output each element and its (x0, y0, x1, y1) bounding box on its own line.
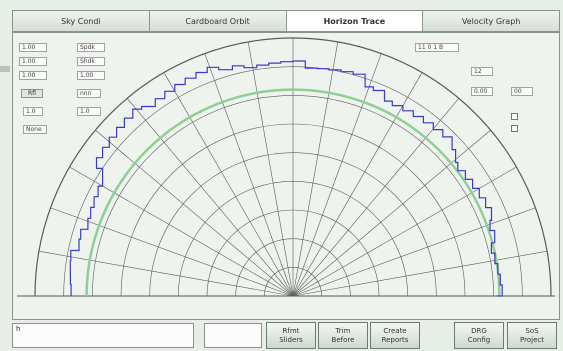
param-field-6[interactable]: 1.00 (77, 71, 105, 80)
drg-config-button[interactable]: DRG Config (454, 322, 504, 349)
right-field-2[interactable]: 12 (471, 67, 493, 76)
grid-radial (163, 72, 294, 297)
reformat-sliders-button[interactable]: Rfmt Sliders (266, 322, 316, 349)
create-reports-button[interactable]: Create Reports (370, 322, 420, 349)
polar-grid (17, 37, 555, 297)
sos-project-button[interactable]: SoS Project (507, 322, 557, 349)
bottom-toolbar: h Rfmt Sliders Trim Before Create Report… (12, 322, 560, 349)
tab-velocity-graph[interactable]: Velocity Graph (423, 11, 559, 31)
param-field-c[interactable]: 1.0 (77, 107, 101, 116)
trim-before-button[interactable]: Trim Before (318, 322, 368, 349)
grid-radial (292, 98, 460, 297)
horizon-trace-blue (69, 60, 503, 297)
param-field-4[interactable]: Shdk (77, 57, 105, 66)
grid-radial (292, 129, 491, 297)
tab-horizon-trace[interactable]: Horizon Trace (286, 11, 424, 31)
right-field-4[interactable]: 00 (511, 87, 533, 96)
status-field-right (204, 323, 262, 348)
param-field-1[interactable]: 1.00 (19, 43, 47, 52)
status-field-left: h (12, 323, 194, 348)
grid-radial (292, 250, 548, 297)
param-field-a[interactable]: nnn (77, 89, 101, 98)
grid-radial (126, 98, 294, 297)
grid-radial (292, 207, 536, 297)
grid-radial (204, 53, 294, 297)
tab-bar: Sky Condi Cardboard Orbit Horizon Trace … (12, 10, 560, 32)
tab-sky-condition[interactable]: Sky Condi (13, 11, 150, 31)
rfl-button[interactable]: Rfl (21, 89, 43, 98)
option-checkbox-1[interactable] (511, 113, 518, 120)
right-field-3[interactable]: 0.00 (471, 87, 493, 96)
grid-radial (95, 129, 294, 297)
polar-horizon-chart[interactable] (13, 33, 559, 319)
param-field-b[interactable]: 1.0 (23, 107, 43, 116)
date-field[interactable]: 11 0 1 B (415, 43, 459, 52)
param-field-2[interactable]: Spdk (77, 43, 105, 52)
option-checkbox-2[interactable] (511, 125, 518, 132)
grid-radial (69, 166, 294, 297)
grid-radial (292, 72, 423, 297)
window-edge-tab (0, 66, 10, 72)
grid-radial (50, 207, 294, 297)
tab-cardboard-orbit[interactable]: Cardboard Orbit (149, 11, 287, 31)
param-field-3[interactable]: 1.00 (19, 57, 47, 66)
grid-radial (247, 41, 294, 297)
horizon-trace-green (85, 88, 501, 297)
grid-radial (292, 41, 339, 297)
mode-dropdown[interactable]: None (23, 125, 47, 134)
param-field-5[interactable]: 1.00 (19, 71, 47, 80)
horizon-trace-panel: 1.00 Spdk 1.00 Shdk 1.00 1.00 Rfl nnn 1.… (12, 32, 560, 320)
grid-radial (292, 53, 382, 297)
grid-radial (38, 250, 294, 297)
